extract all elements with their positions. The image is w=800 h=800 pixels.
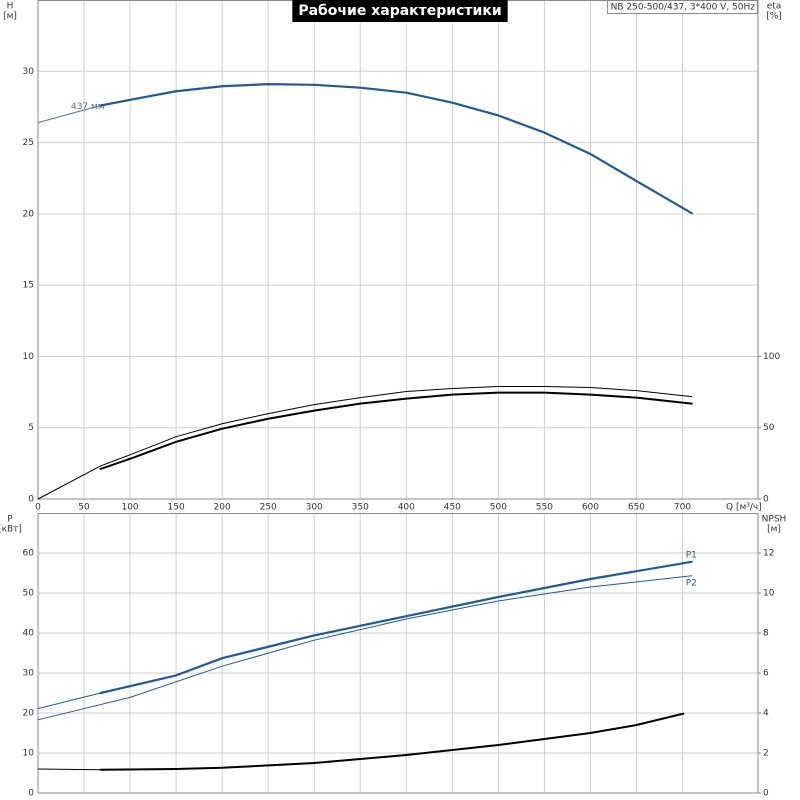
- y2-tick-label: 0: [763, 495, 769, 505]
- curve: [99, 560, 693, 695]
- y-tick-label: 25: [23, 138, 34, 148]
- curve-label: P1: [686, 550, 697, 560]
- x-tick-label: 250: [260, 503, 277, 513]
- y-tick-label: 40: [23, 629, 35, 639]
- curve: [37, 768, 102, 771]
- x-tick-label: 100: [121, 503, 138, 513]
- y2-tick-label: 100: [763, 352, 780, 362]
- y2-tick-label: 50: [763, 423, 775, 433]
- x-tick-label: 650: [628, 503, 645, 513]
- curve-label: P2: [686, 578, 697, 588]
- curve: [99, 83, 693, 215]
- plot-frame: [37, 513, 759, 794]
- x-tick-label: 600: [582, 503, 599, 513]
- y2-tick-label: 0: [763, 789, 769, 799]
- x-tick-label: 0: [35, 503, 41, 513]
- y2-axis-label: NPSH: [762, 515, 787, 525]
- y-tick-label: 15: [23, 281, 34, 291]
- plot-frame: [37, 0, 759, 500]
- x-tick-label: 300: [306, 503, 323, 513]
- curve-label: 437 мм: [71, 102, 105, 112]
- y-tick-label: 30: [23, 67, 35, 77]
- y-tick-label: 60: [23, 549, 35, 559]
- x-tick-label: 450: [444, 503, 461, 513]
- y2-tick-label: 10: [763, 589, 775, 599]
- y2-axis-unit: [м]: [767, 525, 781, 535]
- y-tick-label: 0: [28, 789, 34, 799]
- x-tick-label: 700: [674, 503, 691, 513]
- y-tick-label: 10: [23, 352, 35, 362]
- y2-tick-label: 4: [763, 709, 769, 719]
- x-tick-label: 150: [168, 503, 185, 513]
- x-tick-label: 550: [536, 503, 553, 513]
- y-tick-label: 0: [28, 495, 34, 505]
- x-tick-label: 50: [78, 503, 90, 513]
- y-axis-label: H: [7, 2, 14, 12]
- title-box: [292, 0, 508, 22]
- x-tick-label: 350: [352, 503, 369, 513]
- curve: [37, 692, 102, 710]
- y2-axis-label: eta: [767, 2, 782, 12]
- curve: [37, 575, 693, 721]
- y-axis-unit: [м]: [3, 12, 17, 22]
- x-axis-label: Q [м³/ч]: [726, 503, 762, 513]
- curve: [37, 105, 102, 124]
- curve: [99, 391, 693, 470]
- x-tick-label: 200: [214, 503, 231, 513]
- y2-tick-label: 8: [763, 629, 769, 639]
- y-tick-label: 50: [23, 589, 35, 599]
- y-tick-label: 20: [23, 709, 35, 719]
- y-tick-label: 20: [23, 209, 35, 219]
- x-tick-label: 500: [490, 503, 507, 513]
- y-tick-label: 30: [23, 669, 35, 679]
- y2-tick-label: 6: [763, 669, 769, 679]
- y-tick-label: 5: [28, 423, 34, 433]
- chart-title: Рабочие характеристики: [298, 3, 501, 19]
- y2-tick-label: 12: [763, 549, 774, 559]
- y-axis-unit: [кВт]: [0, 525, 22, 535]
- y-tick-label: 10: [23, 749, 35, 759]
- y2-axis-unit: [%]: [766, 12, 782, 22]
- y-axis-label: P: [7, 515, 13, 525]
- curve: [99, 712, 685, 771]
- model-box: [607, 0, 758, 14]
- model-label: NB 250-500/437, 3*400 V, 50Hz: [611, 3, 756, 13]
- x-tick-label: 400: [398, 503, 415, 513]
- y2-tick-label: 2: [763, 749, 769, 759]
- curve: [37, 386, 693, 500]
